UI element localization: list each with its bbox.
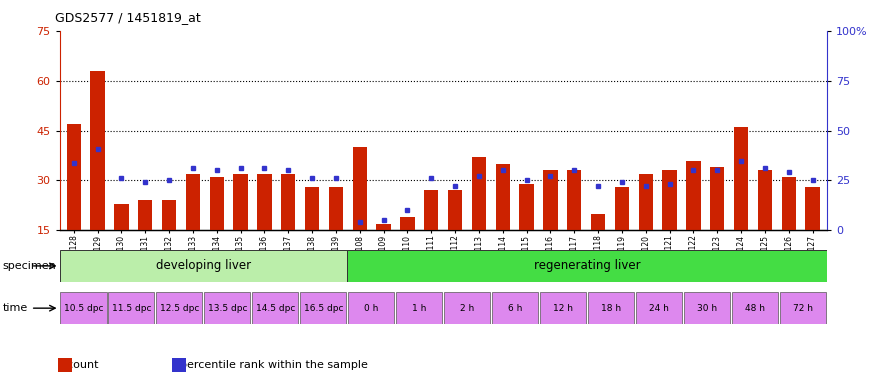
Bar	[636, 293, 682, 324]
Text: percentile rank within the sample: percentile rank within the sample	[173, 360, 368, 370]
Bar	[567, 170, 581, 230]
Bar	[732, 293, 778, 324]
Bar	[520, 184, 534, 230]
Bar	[281, 174, 296, 230]
Bar	[684, 293, 730, 324]
Bar	[662, 170, 676, 230]
Bar	[448, 190, 462, 230]
Bar	[376, 224, 391, 230]
Bar	[252, 293, 298, 324]
Bar	[543, 170, 557, 230]
Bar	[348, 293, 395, 324]
Text: 18 h: 18 h	[601, 304, 621, 313]
Bar	[615, 187, 629, 230]
Bar	[329, 187, 343, 230]
Text: 48 h: 48 h	[745, 304, 765, 313]
Bar	[444, 293, 490, 324]
Bar	[591, 214, 605, 230]
Text: 10.5 dpc: 10.5 dpc	[64, 304, 103, 313]
Text: count: count	[60, 360, 98, 370]
Bar	[686, 161, 701, 230]
Bar	[138, 200, 152, 230]
Bar	[780, 293, 826, 324]
Text: 30 h: 30 h	[696, 304, 717, 313]
Bar	[305, 187, 319, 230]
Text: GDS2577 / 1451819_at: GDS2577 / 1451819_at	[55, 12, 201, 25]
Bar	[396, 293, 442, 324]
Text: developing liver: developing liver	[156, 260, 251, 272]
Bar	[710, 167, 724, 230]
Bar	[424, 190, 438, 230]
Bar	[157, 293, 202, 324]
Bar	[400, 217, 415, 230]
Bar	[60, 293, 107, 324]
Bar	[492, 293, 538, 324]
Bar	[300, 293, 346, 324]
Bar	[162, 200, 176, 230]
Bar	[66, 124, 81, 230]
Text: 72 h: 72 h	[793, 304, 813, 313]
Bar	[639, 174, 653, 230]
Bar	[347, 250, 827, 282]
Text: 0 h: 0 h	[364, 304, 378, 313]
Bar	[234, 174, 248, 230]
Bar	[758, 170, 772, 230]
Text: 14.5 dpc: 14.5 dpc	[255, 304, 295, 313]
Text: 6 h: 6 h	[508, 304, 522, 313]
Bar	[540, 293, 586, 324]
Text: 16.5 dpc: 16.5 dpc	[304, 304, 343, 313]
Bar	[472, 157, 487, 230]
Text: 13.5 dpc: 13.5 dpc	[207, 304, 247, 313]
Bar	[257, 174, 271, 230]
Bar	[60, 250, 347, 282]
Bar	[805, 187, 820, 230]
Text: time: time	[3, 303, 28, 313]
Bar	[495, 164, 510, 230]
Bar	[205, 293, 250, 324]
Text: 12 h: 12 h	[553, 304, 573, 313]
Bar	[588, 293, 634, 324]
Text: regenerating liver: regenerating liver	[534, 260, 640, 272]
Text: 12.5 dpc: 12.5 dpc	[160, 304, 200, 313]
Bar	[734, 127, 748, 230]
Bar	[186, 174, 200, 230]
Bar	[108, 293, 155, 324]
Bar	[353, 147, 367, 230]
Bar	[90, 71, 105, 230]
Text: 1 h: 1 h	[412, 304, 426, 313]
Text: specimen: specimen	[3, 261, 56, 271]
Text: 24 h: 24 h	[649, 304, 669, 313]
Bar	[115, 204, 129, 230]
Text: 11.5 dpc: 11.5 dpc	[112, 304, 151, 313]
Bar	[781, 177, 796, 230]
Text: 2 h: 2 h	[460, 304, 474, 313]
Bar	[210, 177, 224, 230]
